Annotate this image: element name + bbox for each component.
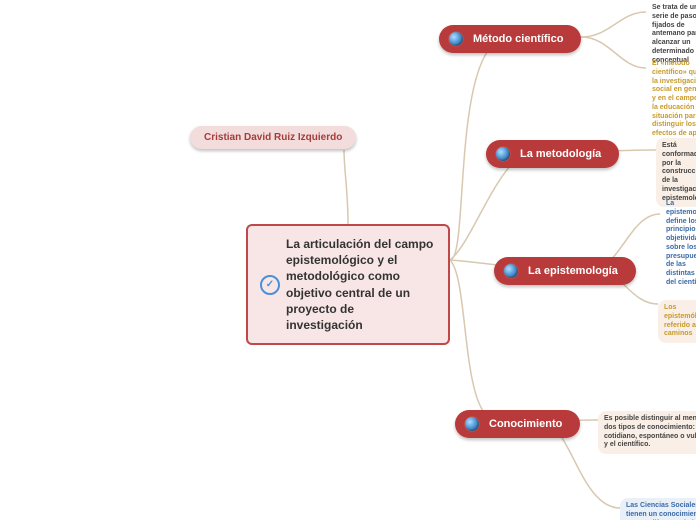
- leaf-epistemologia-1[interactable]: Los epistemólogos referido a caminos: [658, 300, 696, 343]
- branch-label: Conocimiento: [489, 418, 562, 430]
- branch-metodo[interactable]: Método científico: [439, 25, 581, 53]
- branch-label: La epistemología: [528, 265, 618, 277]
- check-icon: [260, 275, 280, 295]
- author-text: Cristian David Ruiz Izquierdo: [204, 132, 342, 143]
- central-topic[interactable]: La articulación del campo epistemológico…: [246, 224, 450, 345]
- leaf-epistemologia-0[interactable]: La epistemología define los principios d…: [660, 196, 696, 292]
- globe-icon: [449, 32, 463, 46]
- leaf-conocimiento-0[interactable]: Es posible distinguir al menos dos tipos…: [598, 411, 696, 454]
- branch-epistemologia[interactable]: La epistemología: [494, 257, 636, 285]
- branch-metodologia[interactable]: La metodología: [486, 140, 619, 168]
- globe-icon: [496, 147, 510, 161]
- branch-label: Método científico: [473, 33, 563, 45]
- globe-icon: [465, 417, 479, 431]
- leaf-conocimiento-1[interactable]: Las Ciencias Sociales tienen un conocimi…: [620, 498, 696, 520]
- author-node[interactable]: Cristian David Ruiz Izquierdo: [190, 126, 356, 149]
- globe-icon: [504, 264, 518, 278]
- branch-conocimiento[interactable]: Conocimiento: [455, 410, 580, 438]
- central-topic-text: La articulación del campo epistemológico…: [286, 237, 433, 332]
- branch-label: La metodología: [520, 148, 601, 160]
- leaf-metodo-1[interactable]: El «método científico» que en la investi…: [646, 56, 696, 143]
